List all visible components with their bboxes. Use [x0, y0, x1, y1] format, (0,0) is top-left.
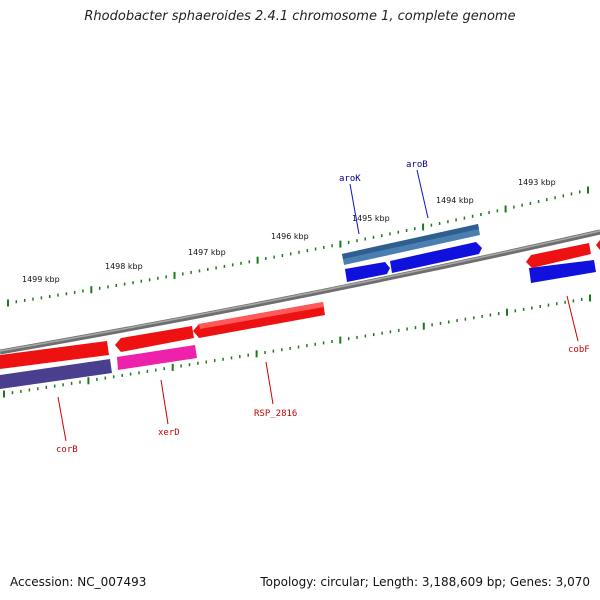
connector-corb: [57, 396, 67, 442]
summary-label: Topology: circular; Length: 3,188,609 bp…: [260, 575, 590, 589]
gene-label-arok: aroK: [339, 174, 361, 184]
gene-reverse-edge[interactable]: [596, 240, 600, 250]
gene-label-xerd: xerD: [158, 428, 180, 438]
tick-label-1498: 1498 kbp: [105, 262, 143, 271]
gene-arok-shade: [342, 224, 479, 259]
gene-arob[interactable]: [390, 242, 482, 273]
gene-corb[interactable]: [0, 359, 112, 389]
connector-cobf: [566, 295, 579, 342]
tick-label-1493: 1493 kbp: [518, 178, 556, 187]
gene-label-rsp2816: RSP_2816: [254, 409, 297, 419]
gene-xerd[interactable]: [117, 345, 197, 370]
map-title: Rhodobacter sphaeroides 2.4.1 chromosome…: [84, 9, 516, 24]
gene-label-cobf: cobF: [568, 345, 590, 355]
gene-reverse-right[interactable]: [526, 243, 591, 268]
connector-xerd: [160, 379, 169, 425]
gene-reverse-left[interactable]: [0, 341, 109, 369]
gene-label-arob: aroB: [406, 160, 428, 170]
gene-reverse-mid[interactable]: [115, 326, 194, 352]
gene-forward-right[interactable]: [529, 260, 596, 283]
backbone-arc: [0, 229, 600, 355]
connector-arok: [349, 183, 360, 235]
tick-label-1495: 1495 kbp: [352, 214, 390, 223]
connector-arob: [416, 169, 429, 219]
gene-label-corb: corB: [56, 445, 78, 455]
accession-label: Accession: NC_007493: [10, 575, 147, 589]
gene-forward-1[interactable]: [345, 262, 390, 282]
tick-label-1496: 1496 kbp: [271, 232, 309, 241]
outer-tick-row: [7, 186, 589, 307]
backbone-arc-highlight: [0, 230, 600, 352]
gene-rsp2816-hl: [199, 302, 324, 329]
connector-rsp2816: [265, 361, 274, 405]
inner-tick-row: [3, 294, 591, 398]
tick-label-1497: 1497 kbp: [188, 248, 226, 257]
tick-label-1499: 1499 kbp: [22, 275, 60, 284]
tick-label-1494: 1494 kbp: [436, 196, 474, 205]
